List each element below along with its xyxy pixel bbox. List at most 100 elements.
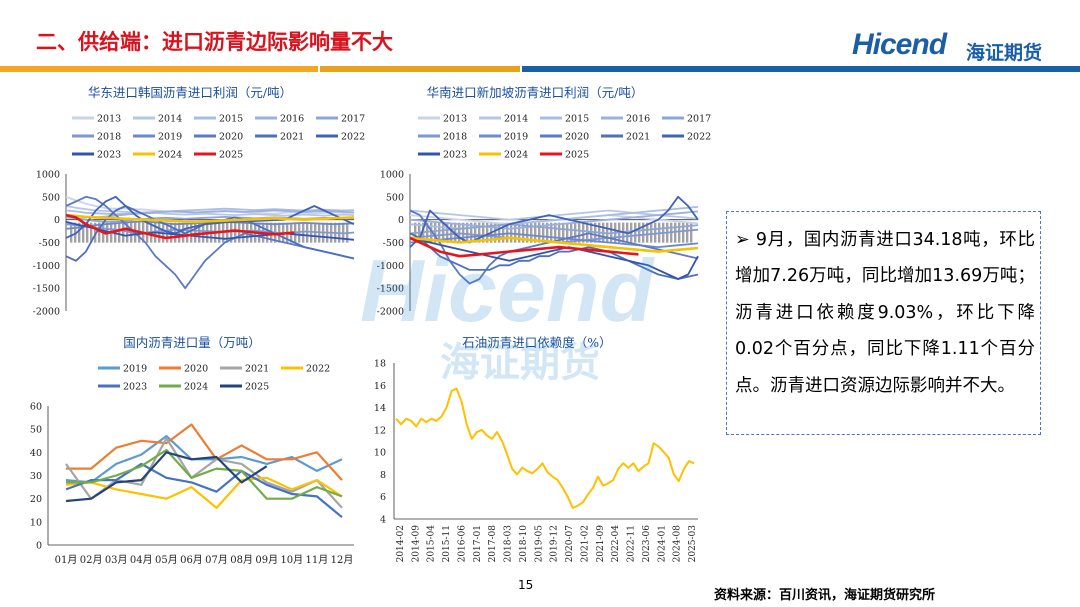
x-tick-label: 2016-06 bbox=[457, 525, 467, 563]
series-line-dependency bbox=[395, 387, 695, 509]
x-tick-label bbox=[586, 222, 589, 243]
page-title: 二、供给端：进口沥青边际影响量不大 bbox=[36, 30, 393, 54]
y-tick-label: 10 bbox=[374, 448, 386, 459]
x-tick-label bbox=[90, 222, 93, 243]
legend-label-2025: 2025 bbox=[565, 150, 589, 161]
x-tick-label: 07月 bbox=[205, 554, 228, 566]
x-tick-label bbox=[178, 222, 181, 243]
legend-label-2021: 2021 bbox=[280, 132, 304, 143]
series-line-2021 bbox=[65, 437, 343, 509]
legend-label-2024: 2024 bbox=[504, 150, 528, 161]
legend-label-2020: 2020 bbox=[565, 132, 589, 143]
x-tick-label: 02月 bbox=[80, 554, 103, 566]
legend-label-2015: 2015 bbox=[219, 114, 243, 125]
y-tick-label: -2000 bbox=[33, 307, 60, 318]
series-line-2025 bbox=[65, 213, 295, 240]
x-tick-label: 06月 bbox=[180, 554, 203, 566]
y-tick-label: -1500 bbox=[33, 284, 60, 295]
y-tick-label: -1500 bbox=[377, 284, 404, 295]
x-tick-label bbox=[238, 222, 241, 243]
summary-text: 9月，国内沥青进口34.18吨，环比增加7.26万吨，同比增加13.69万吨；沥… bbox=[735, 230, 1035, 396]
x-tick-label bbox=[682, 222, 685, 243]
x-tick-label: 2019-05 bbox=[534, 525, 544, 563]
x-tick-label bbox=[302, 222, 305, 243]
south-profit-chart: 2013 2014 2015 2016 2017 2018 2019 2020 2021 2022… bbox=[377, 114, 712, 318]
x-tick-label bbox=[122, 222, 125, 243]
series-line-2022 bbox=[65, 476, 343, 509]
y-tick-label: 0 bbox=[54, 215, 60, 226]
x-tick-label bbox=[542, 222, 545, 243]
x-tick-label: 2019-12 bbox=[550, 525, 560, 562]
legend-label-2024: 2024 bbox=[184, 382, 208, 393]
summary-box: ➢ 9月，国内沥青进口34.18吨，环比增加7.26万吨，同比增加13.69万吨… bbox=[726, 211, 1041, 435]
series-line-2019 bbox=[409, 232, 699, 248]
legend-label-2020: 2020 bbox=[219, 132, 243, 143]
x-tick-label bbox=[590, 222, 593, 243]
series-line-2023 bbox=[65, 221, 355, 241]
series-line-2020 bbox=[66, 423, 343, 481]
legend-label-2013: 2013 bbox=[443, 114, 467, 125]
brand-logo-cn: 海证期货 bbox=[966, 42, 1043, 64]
x-tick-label bbox=[430, 222, 433, 243]
legend-label-2016: 2016 bbox=[626, 114, 650, 125]
x-tick-label: 2020-07 bbox=[565, 525, 575, 563]
legend-label-2019: 2019 bbox=[158, 132, 182, 143]
x-tick-label: 03月 bbox=[105, 554, 128, 566]
x-tick-label bbox=[78, 222, 81, 243]
import-chart-title: 国内沥青进口量（万吨） bbox=[123, 335, 261, 350]
x-tick-label bbox=[526, 222, 529, 243]
y-tick-label: 18 bbox=[374, 359, 386, 370]
x-tick-label: 08月 bbox=[230, 554, 253, 566]
legend-label-2025: 2025 bbox=[245, 382, 269, 393]
series-line-2017 bbox=[409, 223, 699, 235]
y-tick-label: 500 bbox=[42, 192, 60, 203]
legend-label-2022: 2022 bbox=[341, 132, 365, 143]
brand-logo: Hicend bbox=[852, 28, 947, 61]
x-tick-label: 12月 bbox=[331, 554, 354, 566]
legend-label-2017: 2017 bbox=[687, 114, 711, 125]
x-tick-label bbox=[230, 222, 233, 243]
legend-label-2015: 2015 bbox=[565, 114, 589, 125]
x-tick-label bbox=[470, 222, 473, 243]
x-tick-label bbox=[82, 222, 85, 243]
x-tick-labels-band bbox=[414, 222, 693, 243]
x-tick-label bbox=[502, 222, 505, 243]
x-tick-label bbox=[538, 222, 541, 243]
y-tick-label: -1000 bbox=[33, 261, 60, 272]
x-tick-label bbox=[434, 222, 437, 243]
x-tick-label bbox=[242, 222, 245, 243]
page-number: 15 bbox=[518, 578, 534, 592]
series-line-2024 bbox=[65, 213, 355, 224]
x-tick-label bbox=[570, 222, 573, 243]
x-tick-label: 2015-04 bbox=[427, 525, 437, 563]
y-tick-label: -500 bbox=[383, 238, 404, 249]
legend-label-2019: 2019 bbox=[504, 132, 528, 143]
x-tick-label bbox=[506, 222, 509, 243]
series-line-2023 bbox=[409, 237, 699, 280]
x-tick-label bbox=[446, 222, 449, 243]
x-tick-label: 11月 bbox=[306, 554, 329, 566]
x-tick-label: 2018-10 bbox=[519, 525, 529, 563]
y-tick-label: 0 bbox=[36, 541, 42, 552]
x-tick-label bbox=[498, 222, 501, 243]
y-tick-label: -1000 bbox=[377, 261, 404, 272]
y-tick-label: -2000 bbox=[377, 307, 404, 318]
x-tick-label bbox=[194, 222, 197, 243]
x-tick-label bbox=[634, 222, 637, 243]
x-tick-label bbox=[70, 222, 73, 243]
x-tick-label bbox=[306, 222, 309, 243]
x-tick-label bbox=[478, 222, 481, 243]
x-tick-label: 2021-02 bbox=[580, 525, 590, 562]
series-line-2019 bbox=[65, 435, 343, 484]
y-tick-label: 12 bbox=[374, 425, 386, 436]
legend-label-2023: 2023 bbox=[97, 150, 121, 161]
x-tick-label: 2014-02 bbox=[396, 525, 406, 562]
y-tick-label: 60 bbox=[30, 402, 42, 413]
legend-label-2023: 2023 bbox=[123, 382, 147, 393]
x-tick-label bbox=[486, 222, 489, 243]
x-tick-label: 2023-06 bbox=[642, 525, 652, 563]
legend-label-2021: 2021 bbox=[626, 132, 650, 143]
x-tick-label bbox=[582, 222, 585, 243]
series-line-2016 bbox=[409, 210, 699, 230]
